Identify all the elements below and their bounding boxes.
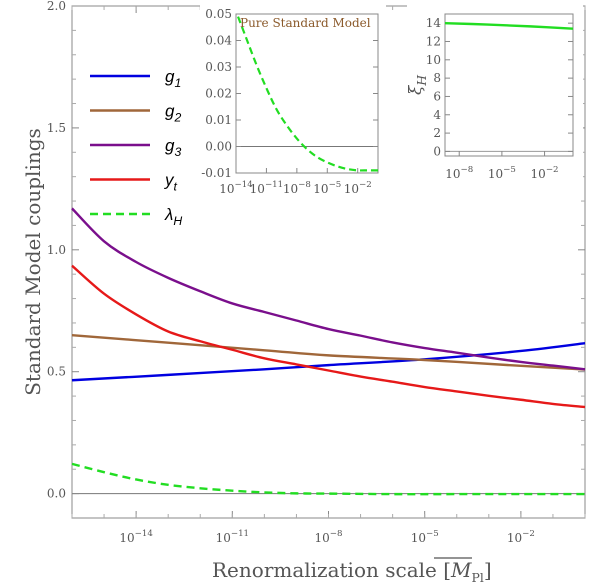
inset-y-tick-label: 0.01 [205, 113, 232, 127]
inset-y-axis-title: ξH [406, 75, 429, 95]
series-line-yt [71, 264, 586, 409]
x-tick-label: 10−2 [507, 529, 535, 545]
inset-x-tick-label: 10−5 [313, 180, 341, 196]
legend-label: λH [164, 205, 182, 228]
inset-y-tick-label: 10 [426, 53, 441, 67]
inset-y-tick-label: 0.04 [205, 34, 232, 48]
series-line-λH [71, 462, 585, 496]
y-tick-label: 0.5 [47, 365, 66, 379]
inset-y-tick-label: 6 [433, 89, 441, 103]
main-plot: 0.00.51.01.52.010−14 10−11 10−8 10−5 10−2g1g… [21, 0, 586, 585]
y-tick-label: 0.0 [47, 487, 66, 501]
inset-y-tick-label: 2 [433, 126, 441, 140]
inset-y-tick-label: 0 [433, 144, 441, 158]
inset-x-tick-label: 10−8 [445, 165, 473, 181]
series-line-g1 [71, 341, 586, 382]
inset-y-tick-label: 0.05 [205, 7, 232, 21]
inset-xi: 14 12 10 8 6 4 2 0 10−8 10−5 10−2 ξH [406, 4, 583, 186]
inset-y-tick-label: -0.01 [201, 166, 232, 180]
legend-label: yt [164, 171, 178, 194]
y-tick-label: 1.5 [47, 121, 66, 135]
series-line-g2 [71, 333, 586, 371]
inset-y-tick-label: 14 [426, 16, 442, 30]
inset-x-tick-label: 10−5 [488, 165, 516, 181]
legend: g1 g2 g3 yt λH [90, 67, 182, 228]
x-tick-label: 10−11 [216, 529, 249, 545]
inset-x-tick-label: 10−2 [344, 180, 372, 196]
inset-x-tick-label: 10−8 [283, 180, 311, 196]
y-tick-label: 1.0 [47, 243, 66, 257]
legend-label: g3 [165, 136, 181, 159]
inset-title: Pure Standard Model [240, 16, 371, 30]
inset-x-tick-label: 10−14 [219, 180, 253, 196]
inset-x-tick-label: 10−11 [250, 180, 283, 196]
inset-frame [444, 13, 574, 157]
y-axis-title: Standard Model couplings [21, 128, 45, 396]
inset-y-tick-label: 0.02 [205, 87, 232, 101]
x-tick-label: 10−5 [411, 529, 439, 545]
inset-y-tick-label: 8 [433, 71, 441, 85]
inset-background [200, 4, 386, 200]
legend-label: g2 [165, 102, 181, 125]
inset-series-line [444, 21, 574, 30]
x-tick-label: 10−8 [315, 529, 343, 545]
inset-y-tick-label: 0.00 [205, 140, 232, 154]
inset-x-tick-label: 10−2 [531, 165, 559, 181]
legend-label: g1 [165, 67, 181, 90]
x-tick-label: 10−14 [119, 529, 153, 545]
inset-y-tick-label: 4 [433, 108, 441, 122]
inset-series-line [237, 16, 378, 172]
x-axis-title: Renormalization scale [MPl] [212, 558, 492, 585]
y-tick-label: 2.0 [47, 0, 66, 13]
series-line-g3 [71, 207, 586, 371]
inset-y-tick-label: 12 [426, 34, 441, 48]
inset-y-tick-label: 0.03 [205, 60, 232, 74]
